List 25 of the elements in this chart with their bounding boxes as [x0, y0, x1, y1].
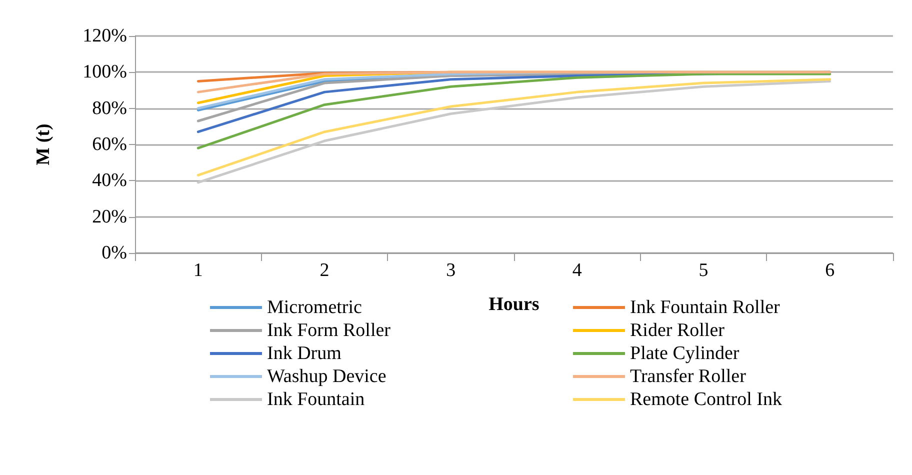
x-tick-label: 2 [320, 260, 330, 281]
legend-label: Ink Fountain Roller [630, 297, 781, 318]
y-tick-label: 120% [82, 26, 128, 46]
x-axis-title: Hours [488, 294, 540, 315]
legend-label: Washup Device [267, 366, 386, 387]
legend-label: Plate Cylinder [630, 343, 740, 364]
x-tick-label: 3 [446, 260, 456, 281]
x-tick-label: 1 [193, 260, 203, 281]
legend-label: Micrometric [267, 297, 362, 318]
legend-label: Rider Roller [630, 320, 726, 341]
y-tick-label: 100% [82, 62, 128, 83]
y-tick-label: 0% [102, 242, 128, 264]
x-tick-label: 6 [825, 260, 835, 281]
x-tick-label: 5 [698, 260, 708, 281]
y-tick-label: 40% [92, 170, 128, 192]
legend-label: Remote Control Ink [630, 389, 782, 410]
y-tick-label: 80% [92, 98, 128, 119]
x-tick-label: 4 [572, 260, 582, 281]
y-axis-title: M (t) [33, 124, 54, 166]
legend-label: Ink Drum [267, 343, 342, 364]
legend-label: Ink Fountain [267, 389, 366, 410]
legend-label: Transfer Roller [630, 366, 747, 387]
y-tick-label: 60% [92, 134, 128, 155]
legend-label: Ink Form Roller [267, 320, 392, 341]
y-tick-label: 20% [92, 206, 128, 228]
